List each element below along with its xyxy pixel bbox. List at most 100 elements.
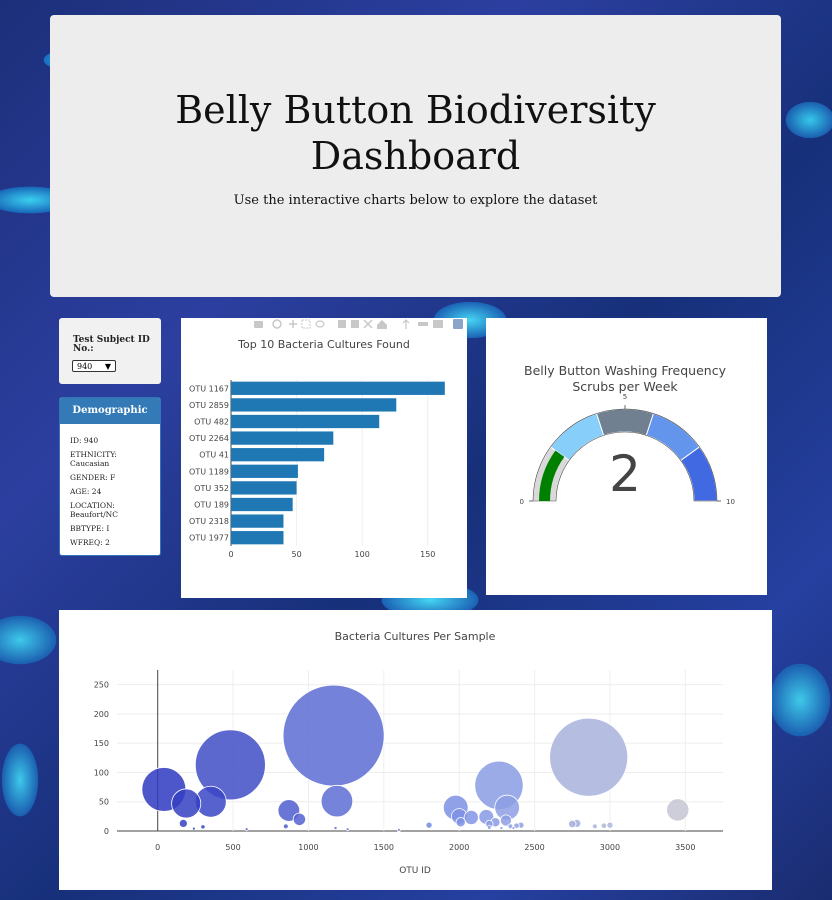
box-select-icon[interactable] [301, 319, 311, 329]
plotly-logo-icon[interactable] [453, 319, 463, 329]
hover-compare-icon[interactable] [433, 320, 443, 328]
zoom-out-icon[interactable] [351, 320, 359, 328]
lasso-select-icon[interactable] [315, 320, 325, 328]
demographic-panel-title: Demographic Info [60, 398, 160, 442]
bubble-x-tick-labels: 0 500 1000 1500 2000 2500 3000 3500 [155, 843, 695, 852]
bar-x-tick-label: 100 [355, 550, 370, 559]
demo-ethnicity: ETHNICITY: Caucasian [70, 450, 117, 468]
bar-category-label: OTU 1167 [189, 384, 229, 393]
bar[interactable] [231, 514, 284, 528]
bubble-x-tick-label: 3500 [675, 843, 695, 852]
bubble-x-tick-label: 3000 [600, 843, 620, 852]
demo-wfreq: WFREQ: 2 [70, 538, 110, 547]
bubble-point[interactable] [345, 827, 350, 832]
bubble-point[interactable] [499, 814, 512, 827]
hover-closest-icon[interactable] [418, 322, 428, 326]
gauge-chart-card: Belly Button Washing Frequency Scrubs pe… [486, 318, 767, 595]
bubble-point[interactable] [600, 822, 608, 829]
bubble-point[interactable] [666, 798, 690, 822]
bubble-point[interactable] [292, 812, 307, 826]
bubble-point[interactable] [194, 729, 266, 801]
gauge-step [595, 408, 655, 437]
gauge-outline [532, 408, 718, 502]
gauge-value-number: 2 [609, 445, 641, 503]
demo-age: AGE: 24 [70, 487, 102, 496]
bubble-point[interactable] [499, 826, 504, 831]
page-title: Belly Button Biodiversity Dashboard [175, 88, 656, 178]
bubble-point[interactable] [511, 826, 516, 831]
bar-x-tick-label: 150 [420, 550, 435, 559]
bubble-point[interactable] [606, 821, 614, 829]
bar-category-label: OTU 2264 [189, 434, 229, 443]
bubble-point[interactable] [425, 821, 433, 829]
bar-category-label: OTU 482 [194, 418, 229, 427]
bar[interactable] [231, 531, 284, 545]
bar[interactable] [231, 464, 298, 478]
bubble-chart: Bacteria Cultures Per Sample 0 500 1000 150… [94, 630, 723, 876]
bar-x-tick-labels: 0 50 100 150 [228, 550, 435, 559]
demo-gender: GENDER: F [70, 473, 116, 482]
bubble-point[interactable] [591, 823, 598, 830]
bar-category-label: OTU 2859 [189, 401, 229, 410]
bar[interactable] [231, 497, 293, 512]
bubble-x-axis-label: OTU ID [399, 866, 431, 876]
bubble-point[interactable] [463, 810, 479, 826]
pan-icon[interactable] [289, 320, 297, 328]
bubble-point[interactable] [200, 824, 206, 830]
gauge-tick-label: 5 [623, 393, 627, 401]
gauge-title: Belly Button Washing Frequency [524, 363, 727, 378]
bar-category-label: OTU 2318 [189, 517, 229, 526]
bar-category-labels: OTU 1167 OTU 2859 OTU 482 OTU 2264 OTU 41 OTU… [189, 384, 229, 542]
autoscale-icon[interactable] [363, 319, 373, 329]
subject-select-panel: Test Subject ID No.: 940 ▼ [59, 318, 161, 384]
bubble-point[interactable] [191, 826, 196, 831]
page-header: Belly Button Biodiversity Dashboard Use … [50, 15, 781, 297]
zoom-in-icon[interactable] [338, 320, 346, 328]
bar-category-label: OTU 1977 [189, 534, 229, 543]
subject-id-select[interactable]: 940 ▼ [72, 360, 116, 372]
bubble-point[interactable] [455, 817, 466, 828]
bubble-point[interactable] [487, 825, 492, 830]
bar[interactable] [231, 431, 334, 445]
bubble-point[interactable] [568, 819, 577, 829]
demographic-panel: Demographic Info ID: 940 ETHNICITY: Cauc… [59, 397, 161, 556]
bubble-y-tick-label: 50 [99, 798, 109, 807]
bubble-point[interactable] [171, 788, 202, 819]
bubble-y-tick-label: 100 [94, 768, 109, 777]
bubble-point[interactable] [396, 827, 401, 832]
bubble-series [141, 684, 690, 832]
gauge-tick-label: 0 [520, 498, 524, 506]
bubble-point[interactable] [244, 827, 249, 832]
spike-lines-icon[interactable] [402, 319, 410, 329]
home-icon[interactable] [377, 320, 387, 329]
bar[interactable] [231, 414, 380, 429]
chevron-down-icon: ▼ [104, 362, 111, 371]
bubble-x-tick-label: 1500 [374, 843, 394, 852]
bubble-point[interactable] [320, 784, 354, 818]
bubble-y-tick-label: 150 [94, 739, 109, 748]
plot-modebar [254, 319, 463, 329]
bubble-y-tick-label: 0 [104, 827, 109, 836]
gauge-ticks: 0 5 10 [520, 393, 735, 506]
bar[interactable] [231, 481, 297, 495]
zoom-icon[interactable] [272, 319, 282, 329]
bubble-chart-card: Bacteria Cultures Per Sample 0 500 1000 150… [59, 610, 772, 890]
bubble-point[interactable] [333, 826, 338, 831]
bubble-point[interactable] [549, 717, 629, 797]
bar[interactable] [231, 381, 445, 395]
bubble-point[interactable] [178, 818, 188, 828]
gauge-chart: Belly Button Washing Frequency Scrubs pe… [520, 363, 735, 506]
camera-icon[interactable] [254, 321, 263, 328]
bubble-y-tick-label: 200 [94, 710, 109, 719]
bar-category-label: OTU 1189 [189, 467, 229, 476]
bar-series [231, 381, 445, 545]
bar[interactable] [231, 398, 397, 412]
bubble-point[interactable] [282, 823, 289, 830]
bubble-x-tick-label: 500 [225, 843, 240, 852]
bubble-point[interactable] [282, 684, 385, 787]
bar[interactable] [231, 448, 325, 462]
bubble-x-tick-label: 2500 [524, 843, 544, 852]
bar-chart-card: Top 10 Bacteria Cultures Found OTU 1167 O… [181, 318, 467, 598]
gauge-tick-label: 10 [726, 498, 735, 506]
bar-x-tick-label: 0 [228, 550, 233, 559]
